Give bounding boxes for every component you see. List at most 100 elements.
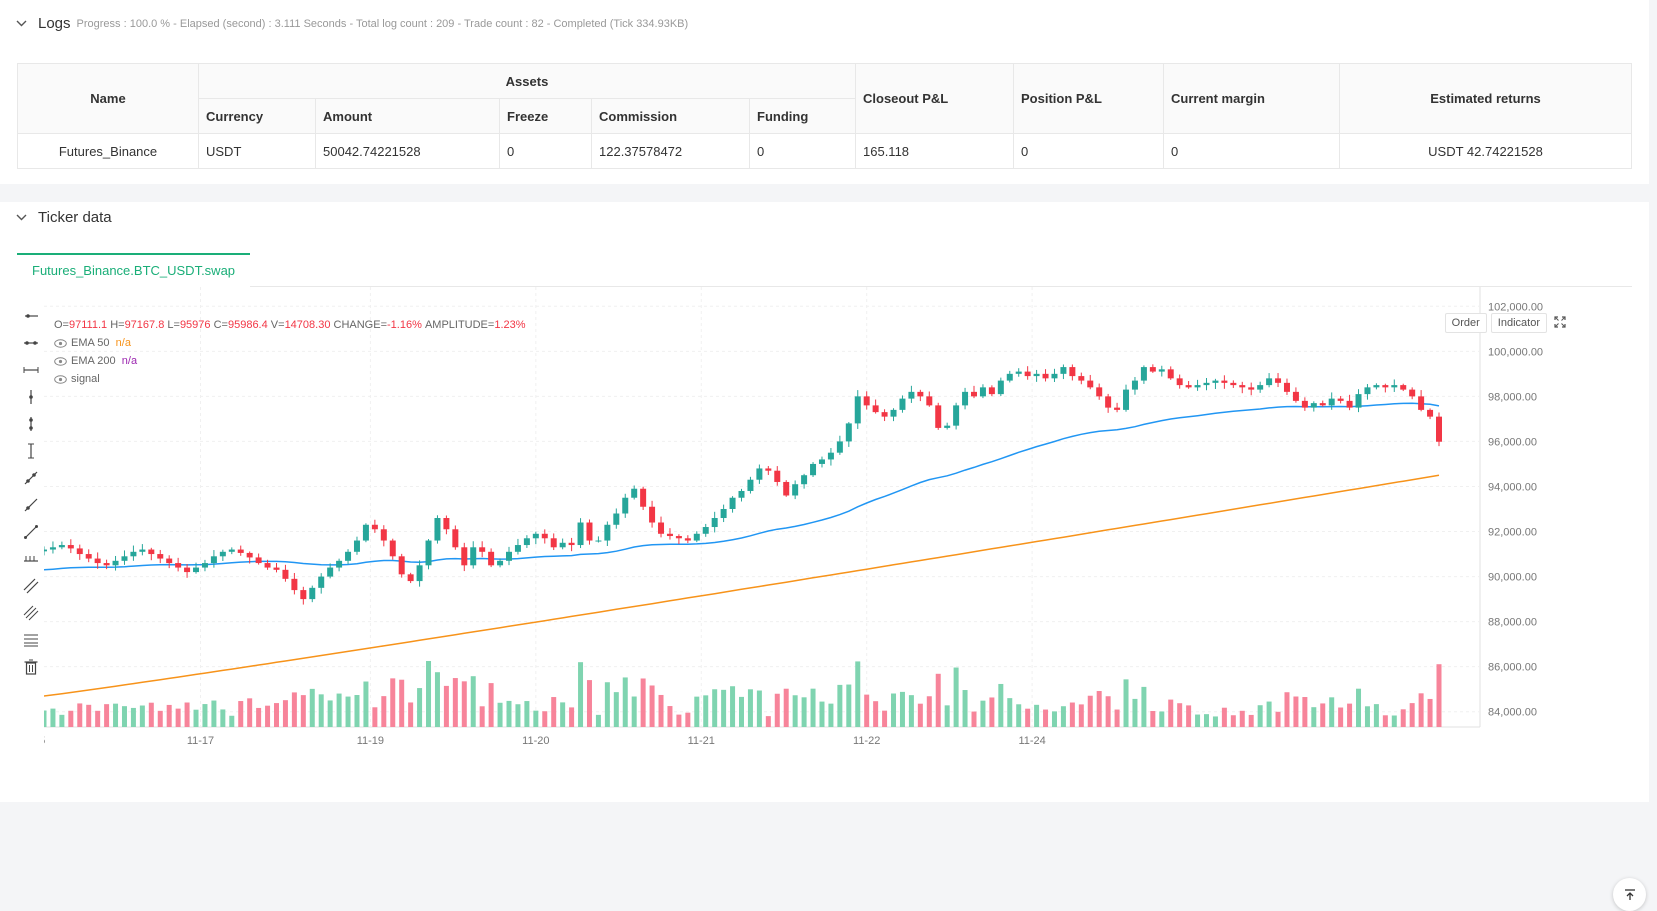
trend-line-icon[interactable]: [20, 464, 42, 491]
x-tick-label: 11-19: [357, 735, 384, 747]
volume-bar: [229, 715, 235, 727]
volume-bar: [1051, 711, 1057, 727]
candle-body: [85, 554, 92, 559]
cell-name: Futures_Binance: [17, 133, 199, 169]
volume-bar: [452, 678, 458, 727]
candle-body: [506, 551, 512, 561]
legend-ema200[interactable]: EMA 200 n/a: [54, 352, 526, 370]
candle-body: [219, 551, 226, 557]
volume-bar: [157, 710, 163, 727]
price-range-icon[interactable]: [20, 545, 42, 572]
eye-icon[interactable]: [54, 338, 67, 348]
candle-body: [210, 556, 217, 564]
candle-body: [631, 488, 638, 498]
volume-bar: [1141, 686, 1147, 727]
y-tick-label: 84,000.00: [1488, 707, 1537, 719]
back-to-top-button[interactable]: [1613, 878, 1646, 911]
candle-body: [1266, 378, 1273, 386]
horizontal-line-icon[interactable]: [20, 356, 42, 383]
volume-bar: [685, 712, 691, 727]
volume-bar: [1043, 709, 1049, 727]
volume-bar: [1293, 696, 1299, 727]
volume-bar: [1221, 707, 1227, 727]
vertical-segment-icon[interactable]: [20, 410, 42, 437]
volume-bar: [1168, 699, 1174, 727]
volume-bar: [1347, 703, 1353, 727]
candle-body: [1230, 382, 1237, 386]
candle-body: [246, 552, 253, 558]
chevron-down-icon[interactable]: [16, 14, 38, 32]
chart-buttons: Order Indicator: [1441, 313, 1569, 333]
tab-btc-usdt-swap[interactable]: Futures_Binance.BTC_USDT.swap: [17, 253, 251, 287]
col-name: Name: [17, 63, 199, 134]
fib-channel-icon[interactable]: [20, 599, 42, 626]
price-chart[interactable]: 102,000.00 100,000.00 98,000.00 96,000.00 94…: [44, 287, 1644, 747]
candle-body: [1319, 403, 1326, 406]
cell-returns: USDT 42.74221528: [1339, 133, 1632, 169]
candle-body: [1033, 373, 1040, 377]
delete-icon[interactable]: [20, 653, 42, 680]
volume-bar: [59, 714, 65, 727]
volume-bar: [712, 689, 718, 727]
vertical-ray-icon[interactable]: [20, 437, 42, 464]
eye-icon[interactable]: [54, 356, 67, 366]
legend-ema50[interactable]: EMA 50 n/a: [54, 334, 526, 352]
volume-bar: [953, 667, 959, 727]
y-tick-label: 88,000.00: [1488, 617, 1537, 629]
order-button[interactable]: Order: [1444, 313, 1487, 333]
eye-icon[interactable]: [54, 374, 67, 384]
candle-body: [497, 560, 504, 566]
volume-bar: [631, 696, 637, 727]
chevron-down-icon[interactable]: [16, 208, 38, 226]
candle-body: [675, 536, 682, 539]
ticker-header[interactable]: Ticker data: [16, 208, 112, 226]
col-amount: Amount: [315, 98, 500, 134]
candle-body: [273, 567, 280, 570]
candle-body: [1346, 400, 1353, 408]
candle-body: [362, 524, 369, 541]
candle-body: [300, 590, 307, 600]
vertical-line-icon[interactable]: [20, 383, 42, 410]
volume-bar: [1105, 696, 1111, 727]
volume-bar: [569, 707, 575, 727]
trend-ray-icon[interactable]: [20, 491, 42, 518]
volume-bar: [381, 696, 387, 727]
candle-body: [917, 391, 924, 397]
horizontal-ray-icon[interactable]: [20, 302, 42, 329]
cell-currency: USDT: [198, 133, 316, 169]
logs-header[interactable]: Logs Progress : 100.0 % - Elapsed (secon…: [16, 14, 688, 32]
volume-bar: [694, 696, 700, 727]
candle-body: [666, 533, 673, 537]
legend-ema200-value: n/a: [121, 355, 138, 367]
candle-body: [738, 490, 745, 498]
volume-bar: [721, 689, 727, 727]
parallel-channel-icon[interactable]: [20, 572, 42, 599]
volume-bar: [1060, 706, 1066, 727]
volume-bar: [461, 681, 467, 727]
candle-body: [1051, 373, 1058, 379]
volume-bar: [1204, 714, 1209, 727]
volume-bar: [282, 700, 288, 727]
candle-body: [282, 569, 289, 579]
volume-bar: [926, 696, 932, 727]
col-commission: Commission: [591, 98, 750, 134]
candle-body: [184, 567, 191, 573]
volume-bar: [1329, 697, 1335, 727]
candle-body: [988, 387, 995, 395]
candle-body: [1239, 385, 1246, 388]
horizontal-segment-icon[interactable]: [20, 329, 42, 356]
candle-body: [1418, 396, 1425, 410]
candle-body: [1382, 385, 1389, 388]
indicator-button[interactable]: Indicator: [1490, 313, 1547, 333]
fullscreen-icon[interactable]: [1551, 313, 1569, 331]
candle-body: [541, 533, 548, 539]
candle-body: [854, 396, 861, 424]
volume-bar: [1275, 711, 1281, 727]
volume-bar: [104, 704, 110, 727]
extended-line-icon[interactable]: [20, 518, 42, 545]
legend-signal[interactable]: signal: [54, 370, 526, 388]
candle-body: [792, 484, 799, 496]
candle-body: [702, 527, 709, 534]
volume-bar: [765, 716, 771, 727]
fib-retracement-icon[interactable]: [20, 626, 42, 653]
